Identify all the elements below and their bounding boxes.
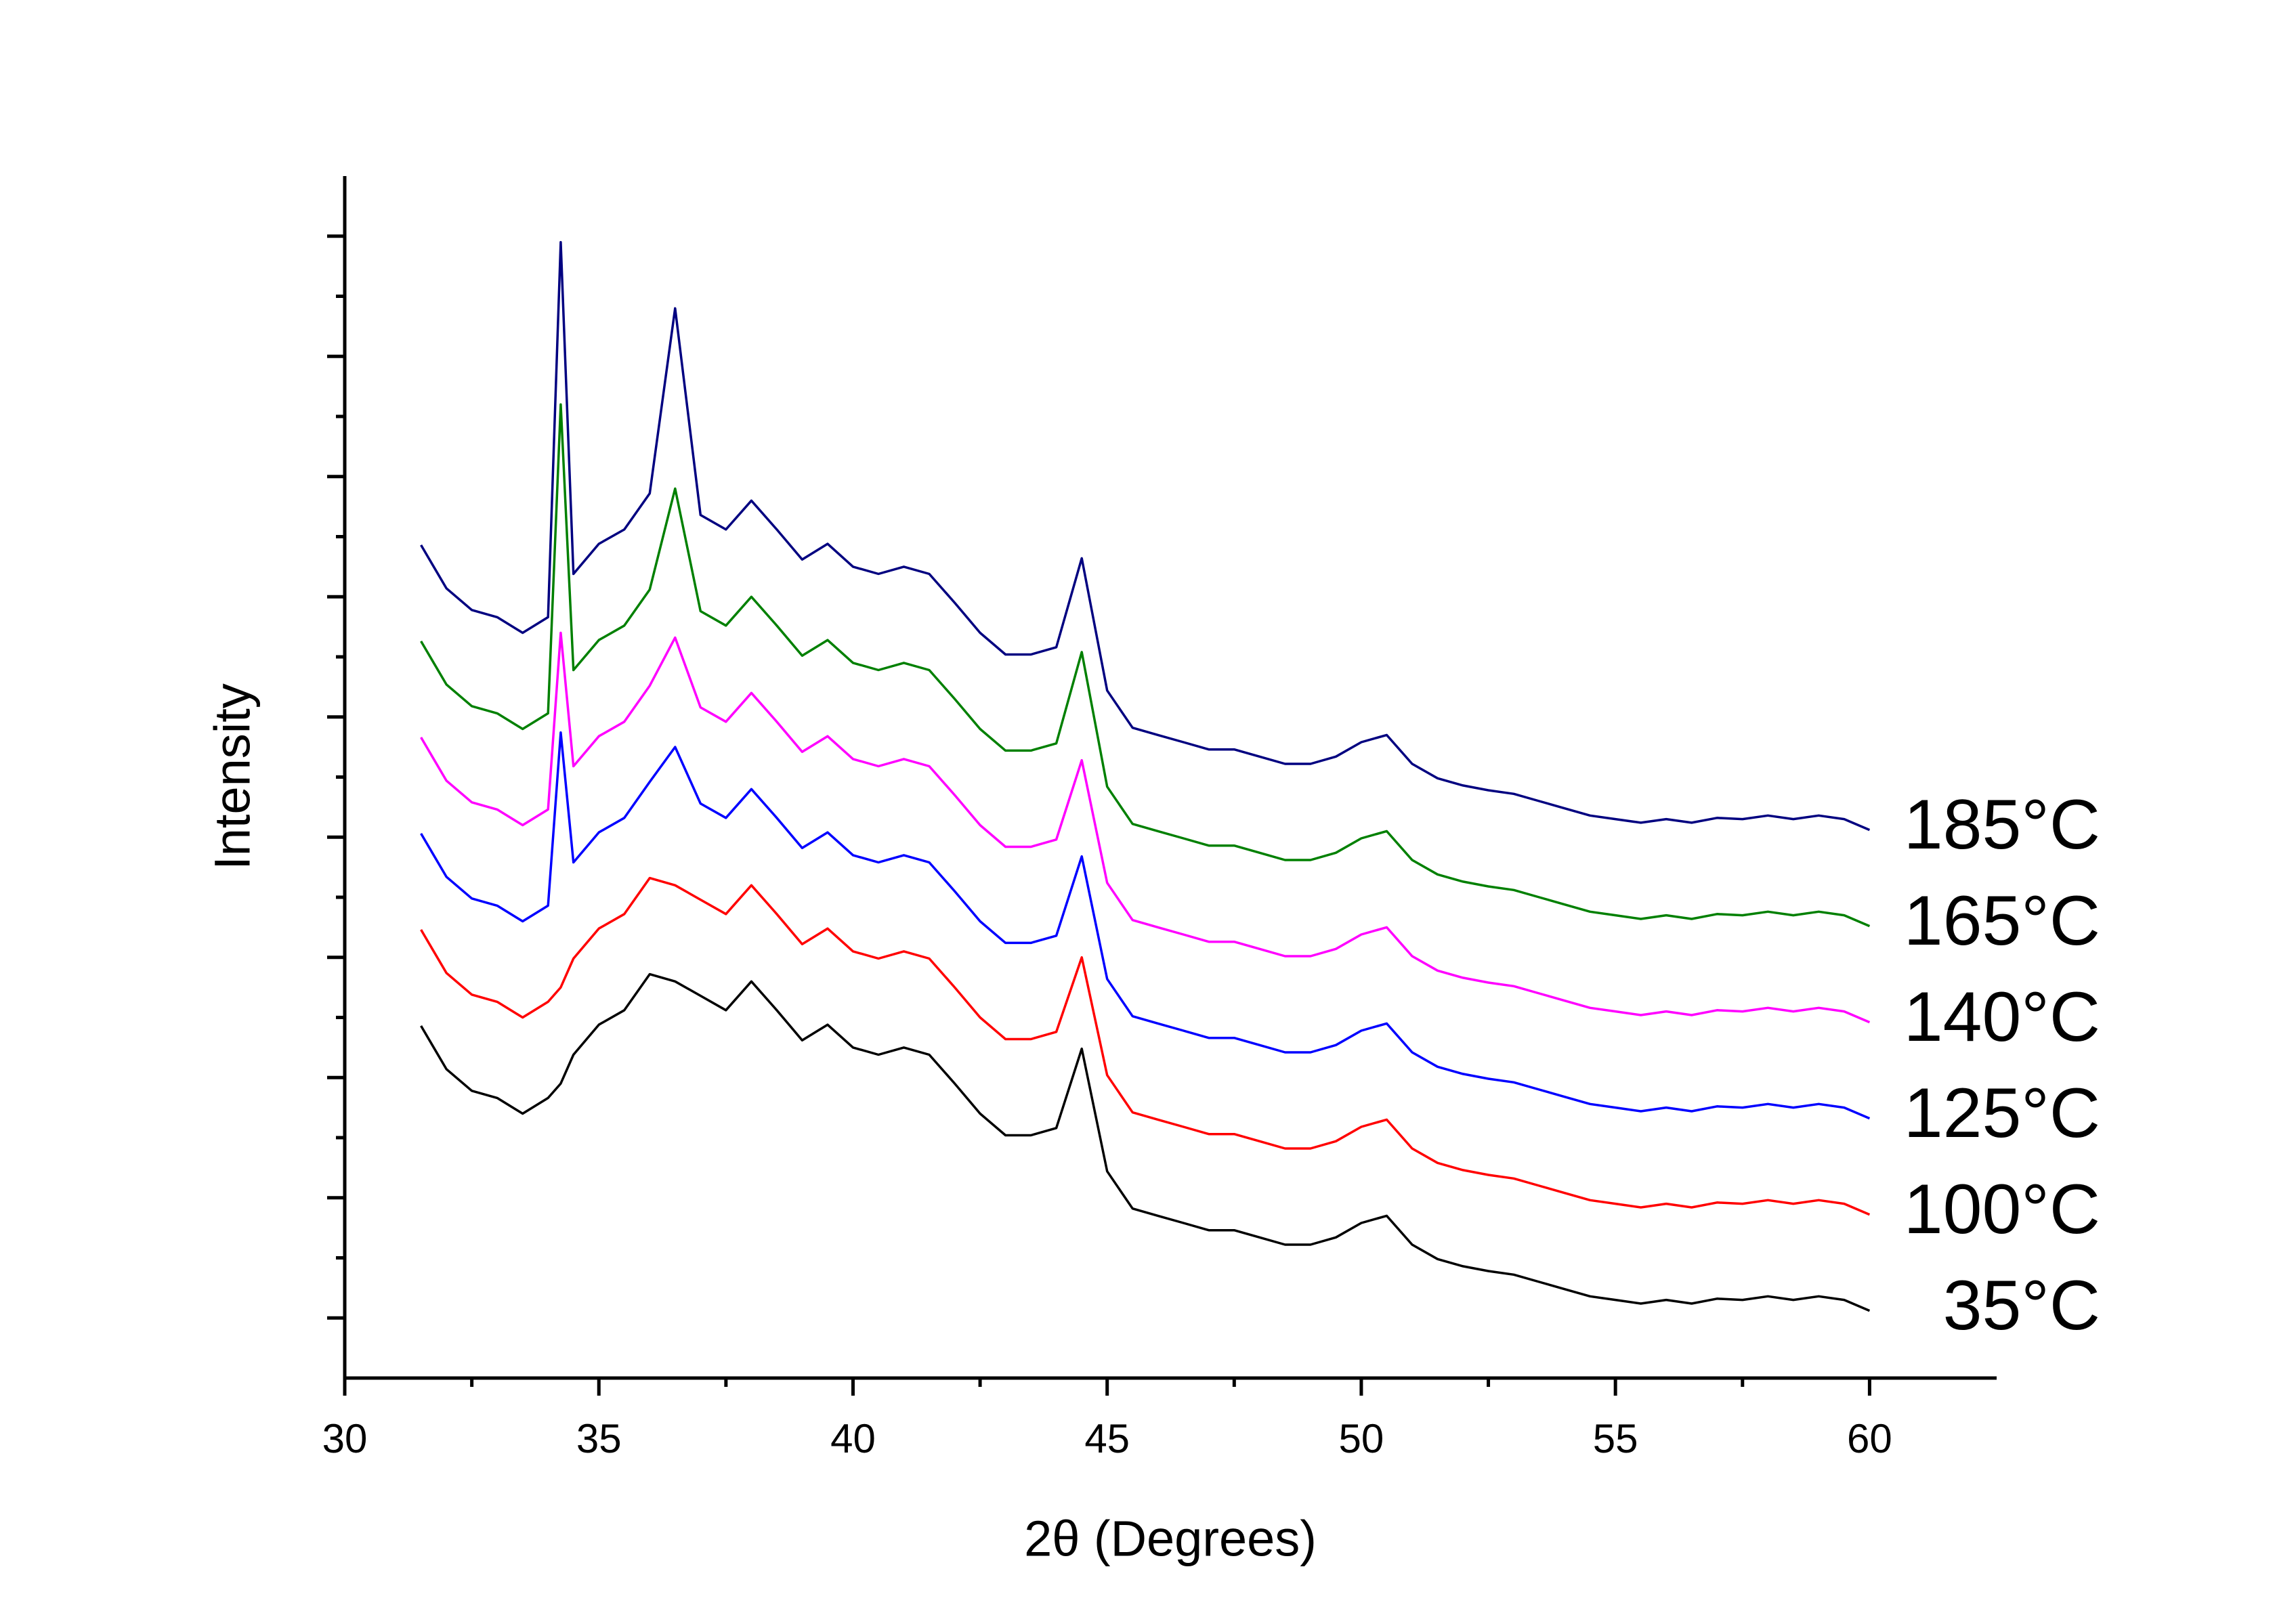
x-tick-label: 35 [576,1416,622,1461]
x-axis-title: 2θ (Degrees) [1024,1511,1317,1567]
series-label: 185°C [1904,786,2100,864]
x-tick-label: 40 [830,1416,876,1461]
y-axis-title: Intensity [205,683,261,870]
series-label: 165°C [1904,882,2100,960]
series-label: 35°C [1943,1266,2100,1345]
series-line [420,631,1871,1024]
series-line [420,972,1871,1312]
series-line [420,403,1871,928]
series-line [420,731,1871,1120]
series-line [420,240,1871,832]
series-label: 140°C [1904,978,2100,1056]
x-tick-label: 30 [322,1416,368,1461]
x-tick-label: 55 [1593,1416,1638,1461]
x-tick-label: 45 [1084,1416,1130,1461]
series-label: 125°C [1904,1074,2100,1153]
series-line [420,876,1871,1216]
series-label: 100°C [1904,1170,2100,1249]
x-tick-label: 50 [1339,1416,1384,1461]
x-tick-label: 60 [1847,1416,1892,1461]
